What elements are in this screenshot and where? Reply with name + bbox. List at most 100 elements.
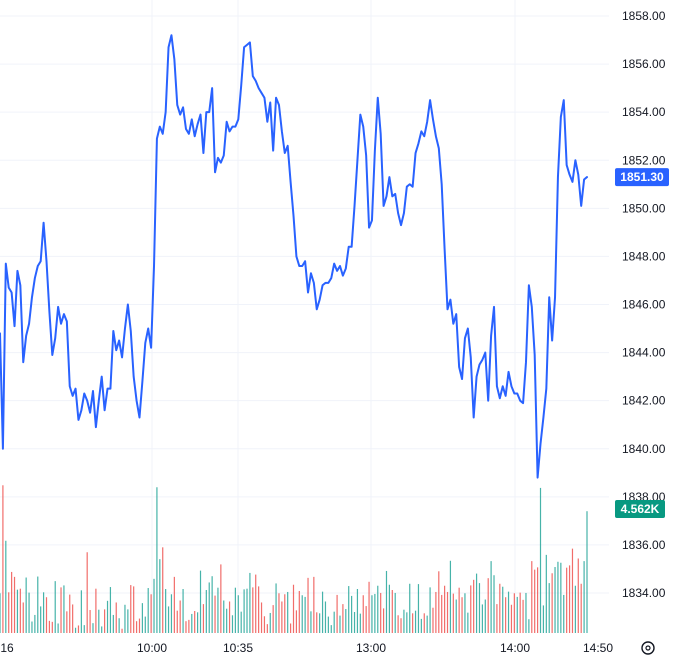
volume-bar	[19, 588, 21, 633]
volume-bar	[484, 599, 486, 633]
volume-bar	[574, 585, 576, 633]
volume-bar	[371, 595, 373, 633]
volume-bar	[470, 585, 472, 633]
volume-bar	[502, 586, 504, 633]
volume-bar	[412, 613, 414, 633]
volume-bar	[458, 587, 460, 633]
y-tick-label: 1848.00	[622, 249, 666, 263]
volume-bar	[455, 599, 457, 633]
volume-bar	[112, 614, 114, 633]
y-tick-label: 1858.00	[622, 9, 666, 23]
volume-bar	[382, 608, 385, 633]
volume-bars	[0, 485, 588, 633]
y-tick-label: 1854.00	[622, 105, 666, 119]
volume-bar	[324, 601, 327, 633]
y-tick-label: 1850.00	[622, 201, 666, 215]
volume-bar	[534, 569, 536, 633]
y-tick-label: 1852.00	[622, 153, 666, 167]
volume-bar	[234, 587, 236, 633]
volume-bar	[493, 575, 495, 633]
volume-bar	[441, 594, 443, 633]
vertical-gridlines	[151, 0, 516, 633]
volume-bar	[292, 584, 295, 633]
volume-bar	[13, 576, 16, 633]
volume-bar	[141, 603, 143, 633]
y-axis-ticks: 1858.00 1856.00 1854.00 1852.00 1850.00 1848.…	[622, 9, 666, 600]
x-tick-label: 10:35	[223, 641, 253, 655]
volume-bar	[351, 595, 353, 633]
volume-bar	[37, 576, 39, 633]
x-tick-label: 13:00	[356, 641, 386, 655]
volume-bar	[435, 591, 437, 633]
volume-bar	[554, 567, 556, 633]
volume-bar	[51, 621, 53, 633]
volume-bar	[275, 583, 277, 633]
volume-bar	[269, 612, 271, 633]
volume-bar	[124, 604, 126, 633]
volume-bar	[185, 621, 187, 633]
volume-bar	[359, 613, 361, 633]
volume-bar	[188, 619, 190, 633]
volume-bar	[255, 574, 257, 633]
volume-bar	[560, 562, 562, 633]
volume-bar	[403, 609, 405, 633]
volume-bar	[467, 612, 469, 633]
volume-bar	[446, 591, 449, 633]
volume-bar	[397, 615, 399, 633]
volume-bar	[281, 601, 283, 633]
volume-bar	[577, 558, 579, 633]
volume-bar	[48, 620, 51, 633]
volume-bar	[98, 609, 100, 633]
volume-bar	[374, 593, 376, 633]
volume-bar	[144, 616, 146, 633]
horizontal-gridlines	[0, 15, 609, 594]
volume-bar	[170, 594, 173, 633]
volume-bar	[260, 602, 263, 633]
volume-bar	[22, 602, 24, 633]
volume-bar	[92, 623, 94, 633]
volume-bar	[42, 592, 45, 633]
volume-bar	[406, 612, 408, 633]
volume-bar	[237, 595, 239, 633]
volume-bar	[380, 592, 382, 633]
volume-bar	[109, 587, 112, 633]
volume-bar	[368, 581, 370, 633]
volume-bar	[516, 596, 518, 633]
volume-bar	[156, 487, 158, 633]
volume-bar	[377, 585, 379, 633]
chart-settings-button[interactable]	[641, 641, 655, 655]
volume-bar	[159, 559, 161, 633]
volume-bar	[391, 589, 393, 633]
volume-bar	[80, 590, 82, 633]
volume-bar	[295, 610, 298, 633]
volume-bar	[452, 593, 454, 633]
volume-bar	[150, 594, 152, 633]
volume-bar	[310, 611, 312, 633]
volume-bar	[330, 625, 332, 633]
volume-bar	[208, 582, 210, 633]
x-axis-ticks: 16 10:00 10:35 13:00 14:00 14:50	[0, 641, 613, 655]
volume-bar	[545, 554, 547, 633]
volume-bar	[513, 593, 515, 633]
volume-bar	[135, 621, 138, 633]
volume-bar	[0, 593, 1, 633]
volume-bar	[400, 618, 402, 633]
volume-bar	[258, 586, 260, 633]
volume-bar	[551, 573, 553, 633]
y-tick-label: 1856.00	[622, 57, 666, 71]
volume-bar	[319, 613, 321, 633]
volume-bar	[583, 561, 585, 633]
volume-bar	[8, 592, 10, 633]
volume-bar	[478, 583, 481, 633]
volume-bar	[348, 586, 350, 633]
volume-bar	[432, 607, 434, 633]
volume-bar	[365, 606, 367, 633]
volume-bar	[31, 621, 33, 633]
volume-bar	[423, 613, 425, 633]
volume-bar	[106, 600, 109, 633]
volume-bar	[138, 618, 141, 633]
volume-bar	[266, 624, 268, 633]
volume-bar	[481, 604, 483, 633]
volume-bar	[252, 587, 254, 633]
